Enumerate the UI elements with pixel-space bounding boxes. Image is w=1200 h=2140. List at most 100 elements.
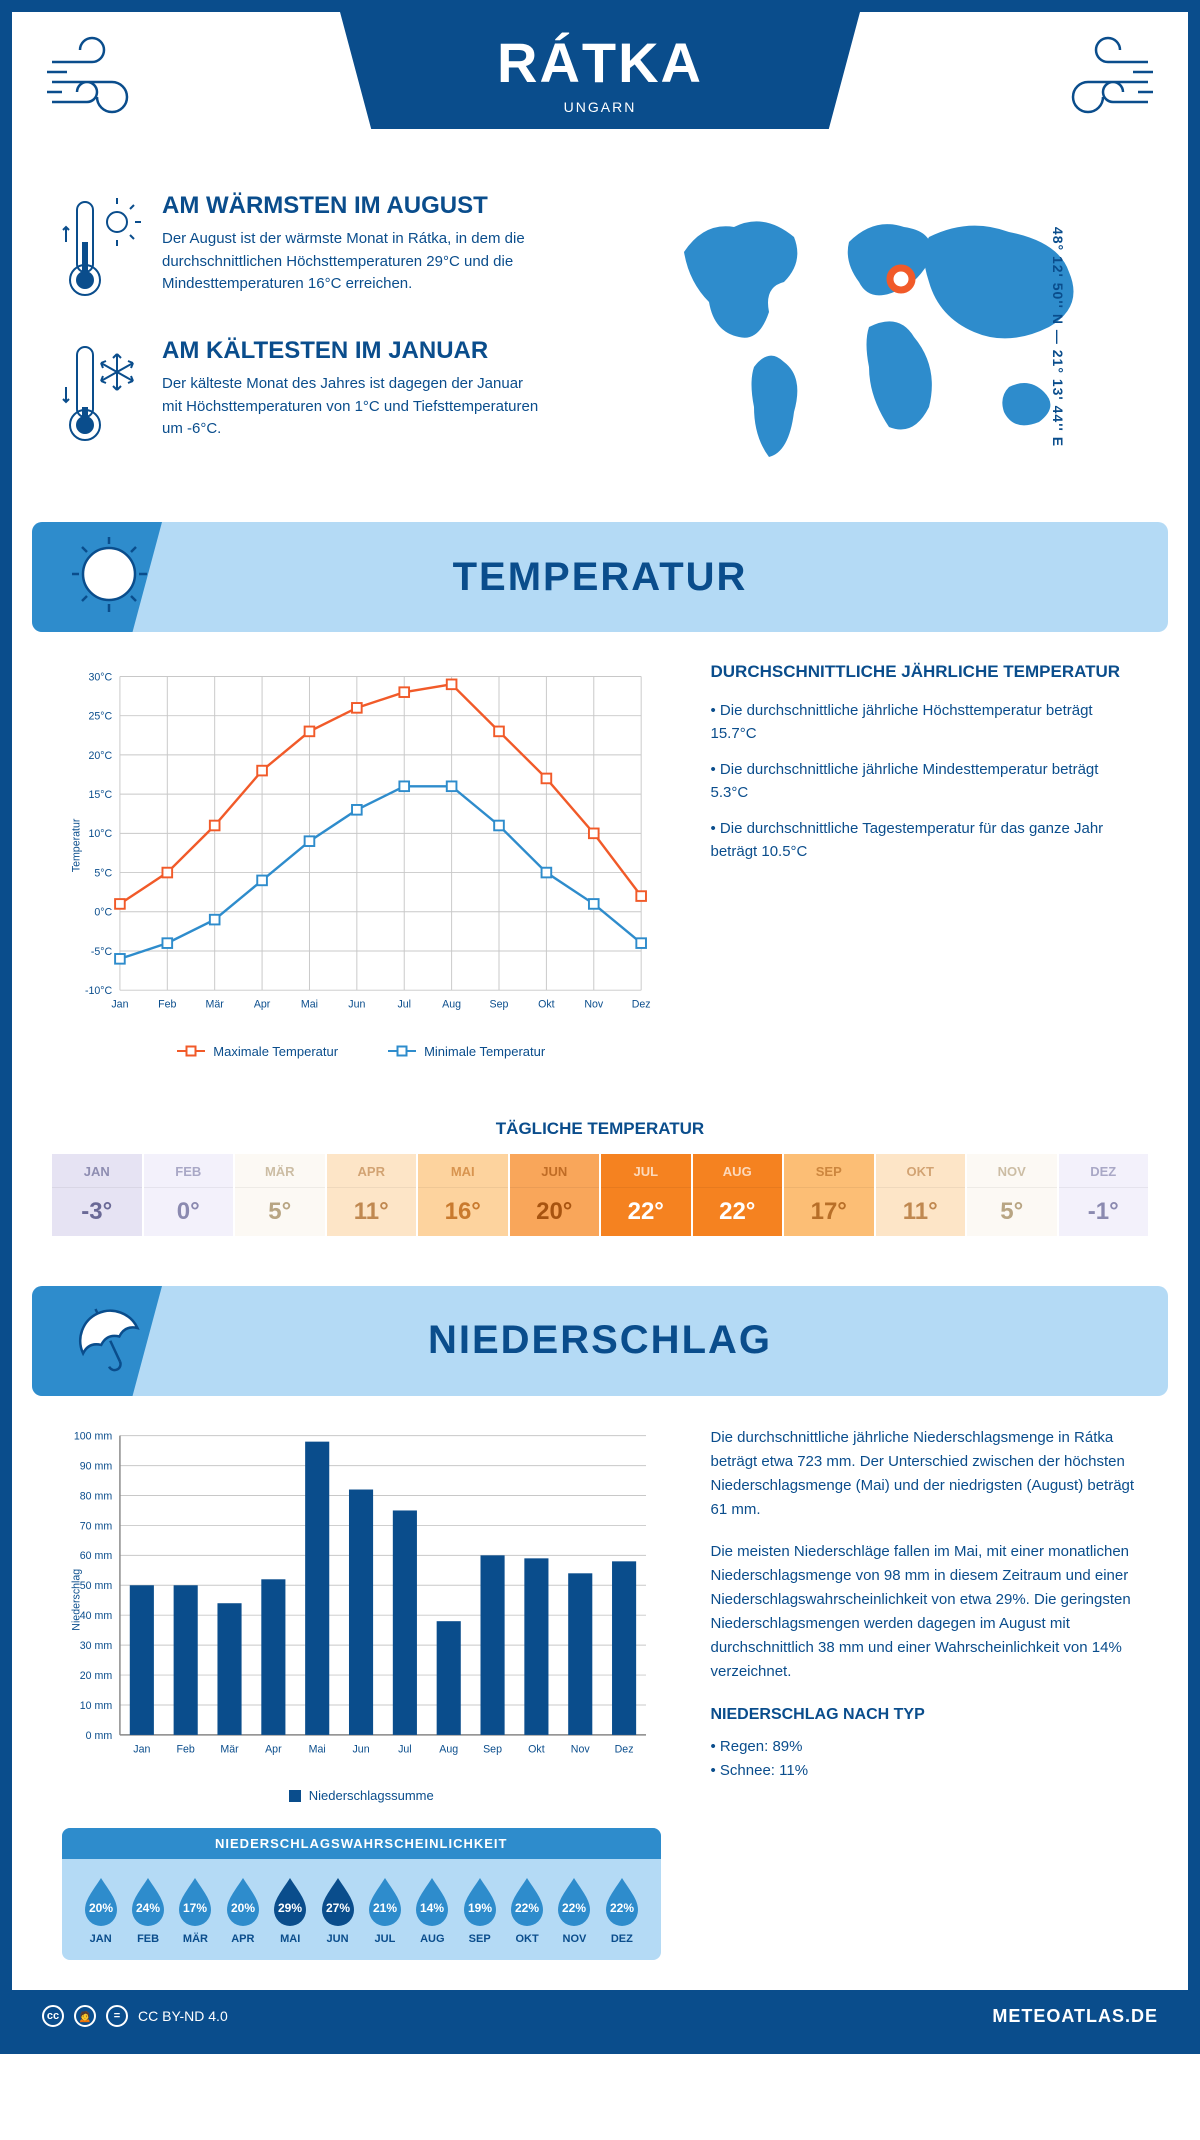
probability-title: NIEDERSCHLAGSWAHRSCHEINLICHKEIT (62, 1828, 661, 1859)
svg-text:21%: 21% (373, 1901, 397, 1915)
svg-text:40 mm: 40 mm (80, 1610, 113, 1622)
svg-text:20°C: 20°C (88, 750, 112, 762)
warmest-title: AM WÄRMSTEN IM AUGUST (162, 192, 542, 220)
probability-drop: 17% MÄR (172, 1874, 219, 1945)
chart-legend: Niederschlagssumme (62, 1788, 661, 1803)
coordinates: 48° 12' 50'' N — 21° 13' 44'' E (1050, 227, 1066, 447)
svg-text:15°C: 15°C (88, 789, 112, 801)
svg-text:5°C: 5°C (94, 867, 112, 879)
warmest-text: Der August ist der wärmste Monat in Rátk… (162, 228, 542, 296)
section-title: TEMPERATUR (453, 555, 748, 600)
svg-text:Temperatur: Temperatur (70, 818, 82, 872)
infographic-frame: RÁTKA UNGARN AM WÄRMSTEN IM AUGUST Der A… (0, 0, 1200, 2054)
license: cc 🙍 = CC BY-ND 4.0 (42, 2005, 228, 2027)
precipitation-section: 0 mm10 mm20 mm30 mm40 mm50 mm60 mm70 mm8… (12, 1426, 1188, 1991)
precip-paragraph: Die durchschnittliche jährliche Niedersc… (711, 1426, 1139, 1522)
daily-cell: JUL22° (601, 1154, 691, 1236)
svg-text:20%: 20% (89, 1901, 113, 1915)
license-text: CC BY-ND 4.0 (138, 2008, 228, 2024)
chart-legend: Maximale Temperatur Minimale Temperatur (62, 1044, 661, 1059)
wind-icon (1038, 32, 1158, 132)
climate-facts: AM WÄRMSTEN IM AUGUST Der August ist der… (62, 192, 580, 482)
daily-cell: JUN20° (510, 1154, 600, 1236)
probability-drop: 29% MAI (267, 1874, 314, 1945)
svg-text:27%: 27% (326, 1901, 350, 1915)
daily-cell: DEZ-1° (1059, 1154, 1149, 1236)
legend-min: Minimale Temperatur (424, 1044, 545, 1059)
umbrella-icon (67, 1296, 152, 1386)
svg-text:Apr: Apr (265, 1743, 282, 1755)
probability-drop: 27% JUN (314, 1874, 361, 1945)
svg-text:Okt: Okt (538, 999, 555, 1011)
svg-text:20 mm: 20 mm (80, 1670, 113, 1682)
svg-text:Aug: Aug (442, 999, 461, 1011)
svg-text:Dez: Dez (632, 999, 651, 1011)
section-header-temp: TEMPERATUR (32, 522, 1168, 632)
daily-temp-grid: JAN-3°FEB0°MÄR5°APR11°MAI16°JUN20°JUL22°… (12, 1154, 1188, 1276)
legend-precip: Niederschlagssumme (309, 1788, 434, 1803)
daily-cell: MÄR5° (235, 1154, 325, 1236)
probability-drop: 22% DEZ (598, 1874, 645, 1945)
svg-text:Jan: Jan (133, 1743, 150, 1755)
world-map: 48° 12' 50'' N — 21° 13' 44'' E (620, 192, 1138, 482)
title-banner: RÁTKA UNGARN (340, 12, 860, 129)
svg-text:100 mm: 100 mm (74, 1430, 112, 1442)
svg-text:Jul: Jul (397, 999, 411, 1011)
svg-text:Jul: Jul (398, 1743, 412, 1755)
svg-text:Mai: Mai (301, 999, 318, 1011)
probability-drop: 22% OKT (503, 1874, 550, 1945)
daily-cell: JAN-3° (52, 1154, 142, 1236)
by-icon: 🙍 (74, 2005, 96, 2027)
probability-drop: 21% JUL (361, 1874, 408, 1945)
temp-bullet: • Die durchschnittliche jährliche Mindes… (711, 759, 1139, 804)
svg-text:22%: 22% (515, 1901, 539, 1915)
warmest-fact: AM WÄRMSTEN IM AUGUST Der August ist der… (62, 192, 580, 307)
svg-text:Jan: Jan (111, 999, 128, 1011)
daily-temp-title: TÄGLICHE TEMPERATUR (12, 1119, 1188, 1139)
svg-text:0°C: 0°C (94, 907, 112, 919)
probability-drop: 19% SEP (456, 1874, 503, 1945)
probability-drop: 20% JAN (77, 1874, 124, 1945)
svg-text:-5°C: -5°C (91, 946, 113, 958)
probability-drops: 20% JAN 24% FEB 17% MÄR 20% APR 29% MAI (77, 1874, 646, 1945)
section-title: NIEDERSCHLAG (428, 1318, 772, 1363)
svg-text:10°C: 10°C (88, 828, 112, 840)
sun-icon (67, 532, 152, 622)
coldest-title: AM KÄLTESTEN IM JANUAR (162, 337, 542, 365)
svg-text:Aug: Aug (439, 1743, 458, 1755)
svg-text:17%: 17% (183, 1901, 207, 1915)
svg-text:22%: 22% (610, 1901, 634, 1915)
daily-cell: NOV5° (967, 1154, 1057, 1236)
probability-drop: 20% APR (219, 1874, 266, 1945)
svg-text:-10°C: -10°C (85, 985, 113, 997)
precip-type-title: NIEDERSCHLAG NACH TYP (711, 1702, 1139, 1728)
svg-text:25°C: 25°C (88, 711, 112, 723)
city-name: RÁTKA (340, 30, 860, 95)
daily-cell: AUG22° (693, 1154, 783, 1236)
thermometer-snow-icon (62, 337, 142, 452)
svg-text:30°C: 30°C (88, 671, 112, 683)
temperature-summary: DURCHSCHNITTLICHE JÄHRLICHE TEMPERATUR •… (711, 662, 1139, 1059)
svg-text:50 mm: 50 mm (80, 1580, 113, 1592)
wind-icon (42, 32, 162, 132)
temp-bullet: • Die durchschnittliche jährliche Höchst… (711, 700, 1139, 745)
svg-text:19%: 19% (468, 1901, 492, 1915)
probability-drop: 24% FEB (124, 1874, 171, 1945)
svg-text:Okt: Okt (528, 1743, 545, 1755)
daily-cell: OKT11° (876, 1154, 966, 1236)
probability-box: NIEDERSCHLAGSWAHRSCHEINLICHKEIT 20% JAN … (62, 1828, 661, 1960)
svg-text:29%: 29% (278, 1901, 302, 1915)
country-name: UNGARN (340, 99, 860, 115)
precipitation-summary: Die durchschnittliche jährliche Niedersc… (711, 1426, 1139, 1961)
coldest-text: Der kälteste Monat des Jahres ist dagege… (162, 373, 542, 441)
cc-icon: cc (42, 2005, 64, 2027)
daily-cell: SEP17° (784, 1154, 874, 1236)
section-header-precip: NIEDERSCHLAG (32, 1286, 1168, 1396)
svg-text:Feb: Feb (177, 1743, 195, 1755)
svg-text:60 mm: 60 mm (80, 1550, 113, 1562)
probability-drop: 22% NOV (551, 1874, 598, 1945)
svg-text:30 mm: 30 mm (80, 1640, 113, 1652)
brand: METEOATLAS.DE (992, 2006, 1158, 2027)
svg-text:14%: 14% (420, 1901, 444, 1915)
precip-type-item: • Regen: 89% (711, 1735, 1139, 1759)
